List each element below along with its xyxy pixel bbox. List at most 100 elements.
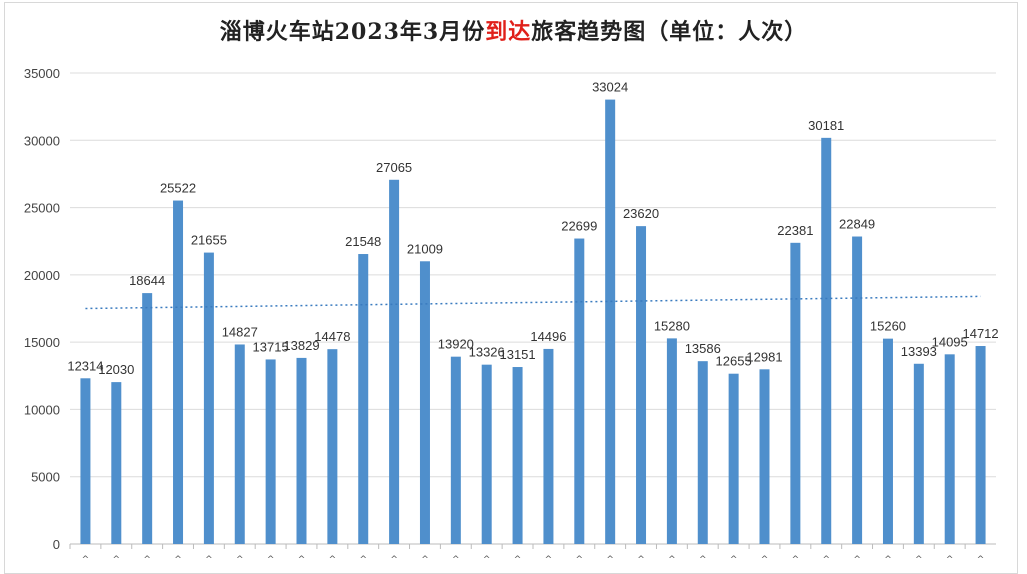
data-label: 15260 <box>870 319 906 334</box>
bar <box>666 338 677 544</box>
x-tick-label: ^ <box>390 555 398 563</box>
bar <box>111 382 122 544</box>
x-tick-label: ^ <box>452 555 460 563</box>
data-label: 12030 <box>98 362 134 377</box>
data-label: 25522 <box>160 181 196 196</box>
chart-title: 淄博火车站2023年3月份到达旅客趋势图（单位：人次） <box>0 14 1027 46</box>
x-tick-label: ^ <box>113 555 121 563</box>
data-label: 27065 <box>376 160 412 175</box>
bar <box>882 338 893 544</box>
title-part: 旅客趋势图（单位：人次） <box>531 19 808 45</box>
bar <box>173 200 184 544</box>
data-label: 33024 <box>592 80 628 95</box>
bar <box>142 293 153 544</box>
bar <box>234 344 245 544</box>
x-tick-label: ^ <box>267 555 275 563</box>
bar <box>419 261 430 544</box>
data-label: 13715 <box>253 339 289 354</box>
bar <box>944 354 955 544</box>
x-tick-label: ^ <box>483 555 491 563</box>
bar <box>327 349 338 544</box>
x-tick-label: ^ <box>545 555 553 563</box>
y-tick-label: 25000 <box>24 201 60 216</box>
x-tick-label: ^ <box>514 555 522 563</box>
bar <box>697 361 708 544</box>
data-label: 13326 <box>469 345 505 360</box>
data-label: 13393 <box>901 344 937 359</box>
y-tick-label: 35000 <box>24 66 60 81</box>
bar <box>852 236 863 544</box>
bar <box>759 369 770 544</box>
data-label: 21548 <box>345 234 381 249</box>
bar <box>203 252 214 544</box>
x-tick-label: ^ <box>884 555 892 563</box>
bar <box>728 373 739 544</box>
y-tick-label: 30000 <box>24 133 60 148</box>
x-tick-label: ^ <box>236 555 244 563</box>
bar <box>358 254 369 544</box>
y-tick-label: 10000 <box>24 402 60 417</box>
bar <box>481 364 492 544</box>
trendline <box>85 295 981 310</box>
x-tick-label: ^ <box>576 555 584 563</box>
x-tick-label: ^ <box>822 555 830 563</box>
x-tick-label: ^ <box>730 555 738 563</box>
data-label: 13586 <box>685 341 721 356</box>
x-tick-label: ^ <box>792 555 800 563</box>
bar <box>636 226 647 545</box>
data-label: 12981 <box>746 349 782 364</box>
x-tick-label: ^ <box>606 555 614 563</box>
data-label: 13829 <box>283 338 319 353</box>
data-label: 22699 <box>561 219 597 234</box>
bar <box>605 99 616 545</box>
data-label: 12314 <box>67 358 103 373</box>
bar <box>450 356 461 544</box>
x-tick-label: ^ <box>668 555 676 563</box>
x-tick-label: ^ <box>298 555 306 563</box>
x-tick-label: ^ <box>421 555 429 563</box>
data-label: 14478 <box>314 329 350 344</box>
data-label: 23620 <box>623 206 659 221</box>
bar <box>265 359 276 544</box>
y-tick-label: 15000 <box>24 335 60 350</box>
bar <box>574 238 585 544</box>
data-label: 14712 <box>962 326 998 341</box>
bar <box>512 367 523 544</box>
x-tick-label: ^ <box>174 555 182 563</box>
data-label: 12655 <box>716 354 752 369</box>
data-label: 21009 <box>407 241 443 256</box>
y-tick-label: 5000 <box>31 470 60 485</box>
data-label: 13151 <box>499 347 535 362</box>
y-tick-label: 0 <box>53 537 60 552</box>
bar <box>389 179 400 545</box>
y-tick-label: 20000 <box>24 268 60 283</box>
x-tick-label: ^ <box>329 555 337 563</box>
data-label: 14095 <box>932 334 968 349</box>
data-label: 14827 <box>222 324 258 339</box>
bar <box>975 346 986 544</box>
x-tick-label: ^ <box>359 555 367 563</box>
bar <box>80 378 91 544</box>
data-label: 22849 <box>839 217 875 232</box>
data-label: 18644 <box>129 273 165 288</box>
data-label: 15280 <box>654 318 690 333</box>
x-tick-label: ^ <box>853 555 861 563</box>
title-highlight: 到达 <box>485 19 532 45</box>
data-label: 14496 <box>530 329 566 344</box>
bar <box>821 137 832 544</box>
x-tick-label: ^ <box>205 555 213 563</box>
data-label: 13920 <box>438 337 474 352</box>
data-label: 21655 <box>191 233 227 248</box>
x-tick-label: ^ <box>637 555 645 563</box>
x-tick-label: ^ <box>761 555 769 563</box>
bar <box>543 348 554 544</box>
x-tick-label: ^ <box>82 555 90 563</box>
bar <box>296 357 307 544</box>
x-tick-label: ^ <box>977 555 985 563</box>
bar <box>790 242 801 545</box>
x-tick-label: ^ <box>946 555 954 563</box>
x-tick-label: ^ <box>915 555 923 563</box>
x-tick-label: ^ <box>699 555 707 563</box>
x-tick-label: ^ <box>143 555 151 563</box>
